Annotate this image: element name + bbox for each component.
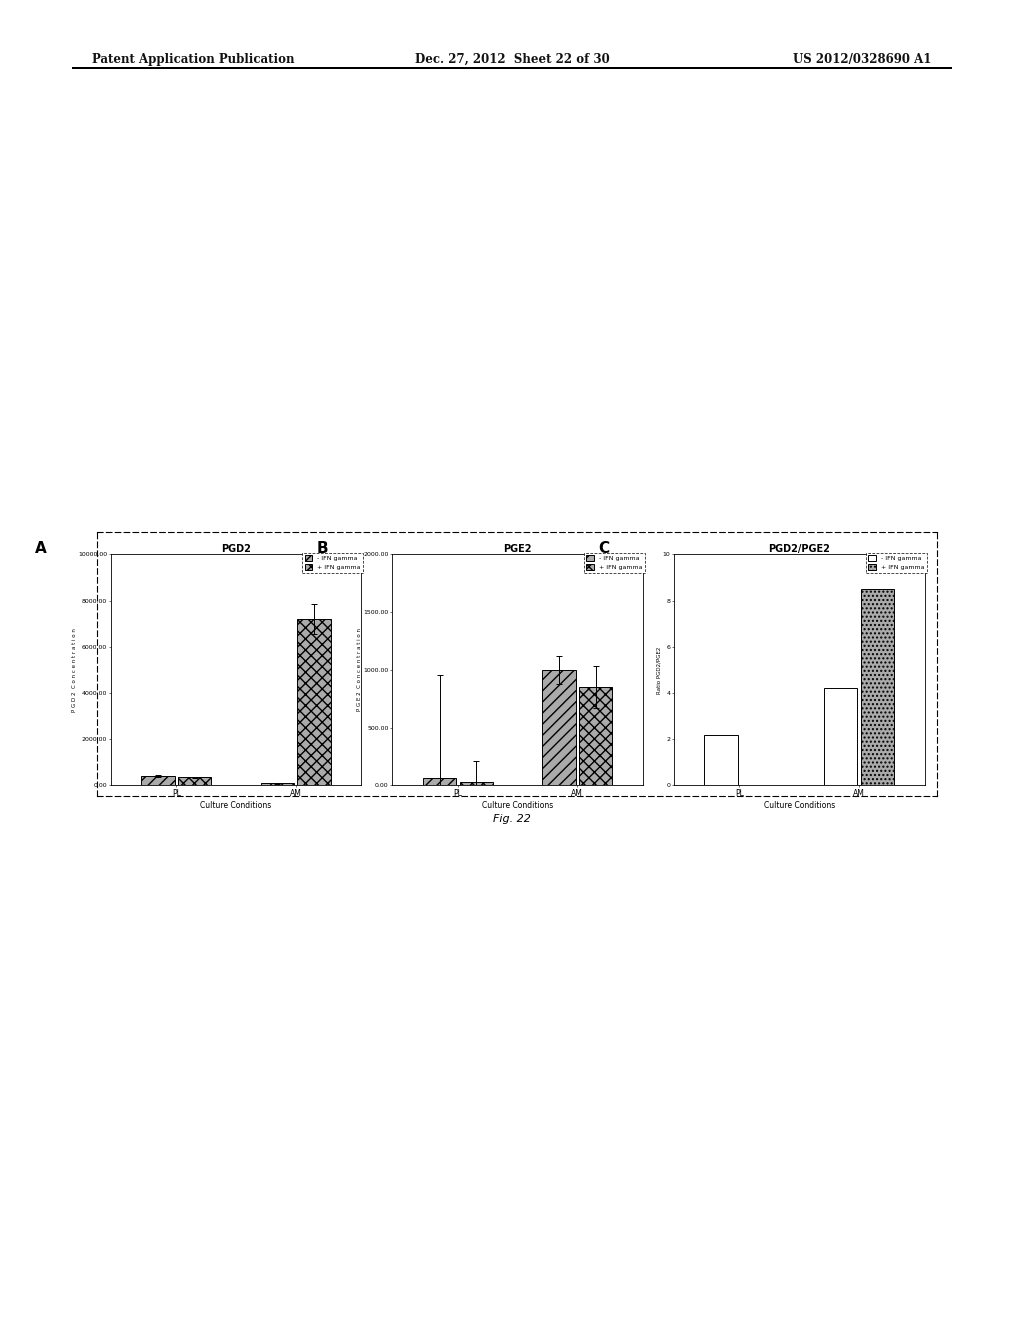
Bar <box>297 619 331 785</box>
X-axis label: Culture Conditions: Culture Conditions <box>482 801 553 809</box>
Legend: - IFN gamma, + IFN gamma: - IFN gamma, + IFN gamma <box>584 553 645 573</box>
Text: Fig. 22: Fig. 22 <box>494 814 530 825</box>
Text: A: A <box>35 540 47 556</box>
X-axis label: Culture Conditions: Culture Conditions <box>764 801 835 809</box>
Y-axis label: P G D 2  C o n c e n t r a t i o n: P G D 2 C o n c e n t r a t i o n <box>72 628 77 711</box>
Title: PGE2: PGE2 <box>504 544 531 553</box>
Bar <box>460 781 493 785</box>
Bar <box>141 776 175 785</box>
Y-axis label: Ratio PGD2/PGE2: Ratio PGD2/PGE2 <box>656 647 662 693</box>
Text: B: B <box>317 540 329 556</box>
Legend: - IFN gamma, + IFN gamma: - IFN gamma, + IFN gamma <box>865 553 927 573</box>
Bar <box>824 688 857 785</box>
Text: US 2012/0328690 A1: US 2012/0328690 A1 <box>794 53 932 66</box>
Bar <box>543 669 575 785</box>
Text: Dec. 27, 2012  Sheet 22 of 30: Dec. 27, 2012 Sheet 22 of 30 <box>415 53 609 66</box>
Text: Patent Application Publication: Patent Application Publication <box>92 53 295 66</box>
Legend: - IFN gamma, + IFN gamma: - IFN gamma, + IFN gamma <box>302 553 364 573</box>
Y-axis label: P G E 2  C o n c e n t r a t i o n: P G E 2 C o n c e n t r a t i o n <box>357 628 361 711</box>
Text: C: C <box>598 540 609 556</box>
Bar <box>705 734 738 785</box>
Bar <box>860 589 894 785</box>
Bar <box>579 688 612 785</box>
Title: PGD2: PGD2 <box>221 544 251 553</box>
X-axis label: Culture Conditions: Culture Conditions <box>201 801 271 809</box>
Bar <box>261 783 294 785</box>
Bar <box>178 777 211 785</box>
Bar <box>423 779 457 785</box>
Title: PGD2/PGE2: PGD2/PGE2 <box>768 544 830 553</box>
